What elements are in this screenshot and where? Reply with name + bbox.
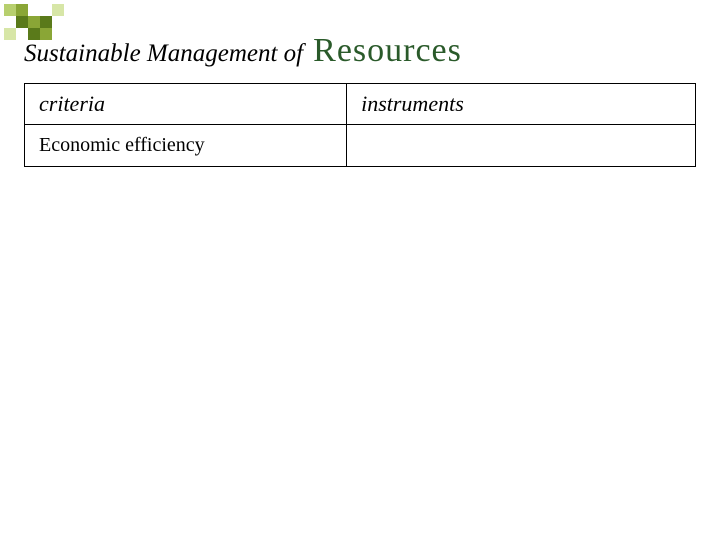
header-criteria: criteria — [25, 84, 347, 125]
deco-cell — [40, 16, 52, 28]
slide-title: Sustainable Management of Resources — [24, 32, 462, 70]
deco-cell — [16, 4, 28, 16]
slide: Sustainable Management of Resources crit… — [0, 0, 720, 540]
deco-cell — [4, 28, 16, 40]
table-header-row: criteria instruments — [25, 84, 696, 125]
deco-cell — [52, 4, 64, 16]
deco-cell — [4, 4, 16, 16]
criteria-table: criteria instruments Economic efficiency — [24, 83, 696, 167]
title-prefix: Sustainable Management of — [24, 40, 303, 67]
header-instruments: instruments — [347, 84, 696, 125]
title-highlight: Resources — [313, 32, 462, 69]
table-row: Economic efficiency — [25, 125, 696, 167]
deco-cell — [28, 16, 40, 28]
cell-criteria: Economic efficiency — [25, 125, 347, 167]
deco-cell — [16, 16, 28, 28]
cell-instruments — [347, 125, 696, 167]
